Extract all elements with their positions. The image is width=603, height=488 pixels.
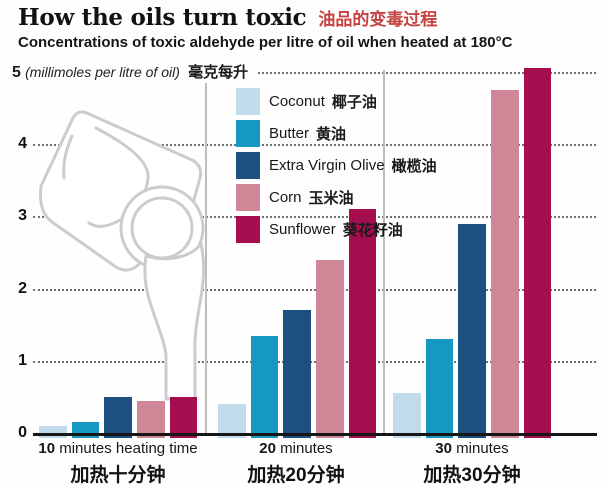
bar-chart: 5 (millimoles per litre of oil) 毫克每升 Coc…	[0, 60, 603, 488]
legend-label-cn: 橄榄油	[391, 158, 437, 175]
bar-butter-30min	[425, 339, 454, 438]
y-tick-1: 1	[18, 351, 27, 369]
y-axis-unit-cn: 毫克每升	[188, 64, 249, 81]
x-label-cn: 加热20分钟	[247, 465, 345, 486]
y-tick-2: 2	[18, 279, 27, 297]
x-label-group-1: 10 minutes heating time 加热十分钟	[38, 440, 197, 487]
y-tick-4: 4	[18, 135, 27, 153]
gridline-2	[33, 288, 596, 291]
bar-coconut-10min	[39, 425, 67, 438]
gridline-4	[33, 144, 596, 147]
legend-label-en: Butter	[269, 125, 310, 142]
legend-item-corn: Corn 玉米油	[236, 184, 437, 211]
legend-label-cn: 黄油	[316, 126, 347, 143]
legend-label-en: Sunflower	[269, 221, 336, 238]
x-label-en: 10 minutes heating time	[38, 440, 198, 457]
bar-corn-30min	[491, 90, 519, 438]
y-axis-unit-label: 5 (millimoles per litre of oil) 毫克每升	[12, 62, 257, 83]
bar-butter-20min	[250, 335, 279, 438]
y-tick-0: 0	[18, 424, 27, 441]
legend-label-en: Corn	[269, 189, 302, 206]
x-label-en: 20 minutes	[259, 440, 333, 457]
x-label-cn: 加热十分钟	[70, 465, 166, 486]
bar-coconut-20min	[218, 404, 246, 438]
bar-sunflower-20min	[348, 209, 377, 438]
x-label-group-3: 30 minutes 加热30分钟	[423, 440, 520, 487]
legend-swatch-butter	[236, 120, 260, 147]
y-axis-unit-en: (millimoles per litre of oil)	[25, 64, 180, 80]
y-tick-3: 3	[18, 207, 27, 225]
legend-label-en: Extra Virgin Olive	[269, 157, 385, 174]
bar-butter-10min	[71, 422, 100, 438]
legend-label-cn: 玉米油	[308, 190, 354, 207]
legend-label-en: Coconut	[269, 93, 325, 110]
bar-sunflower-30min	[523, 68, 552, 438]
page-title-cn: 油品的变毒过程	[318, 10, 438, 29]
bottle-cap-line	[62, 134, 74, 180]
bar-corn-20min	[316, 259, 344, 438]
bar-extra-virgin-olive-30min	[458, 223, 486, 438]
gridline-3	[33, 216, 596, 219]
gridline-5	[33, 72, 596, 74]
chart-subtitle: Concentrations of toxic aldehyde per lit…	[18, 34, 513, 51]
bar-corn-10min	[137, 400, 165, 438]
x-label-group-2: 20 minutes 加热20分钟	[247, 440, 344, 487]
legend-item-butter: Butter 黄油	[236, 120, 437, 147]
x-label-en: 30 minutes	[435, 440, 509, 457]
legend-item-coconut: Coconut 椰子油	[236, 88, 437, 115]
page-title: How the oils turn toxic	[18, 4, 307, 31]
legend-label-cn: 椰子油	[331, 94, 377, 111]
x-axis-line	[33, 433, 597, 436]
title-row: How the oils turn toxic 油品的变毒过程	[18, 4, 599, 31]
legend-label-cn: 葵花籽油	[342, 222, 403, 239]
legend: Coconut 椰子油 Butter 黄油 Extra Virgin Olive 橄榄油 C…	[236, 88, 437, 248]
bar-coconut-30min	[393, 393, 421, 438]
legend-swatch-sunflower	[236, 216, 260, 243]
oil-stream	[143, 242, 206, 401]
bar-extra-virgin-olive-10min	[104, 396, 132, 438]
bar-extra-virgin-olive-20min	[283, 310, 311, 438]
group-separator-2	[383, 70, 385, 433]
legend-item-extra-virgin-olive: Extra Virgin Olive 橄榄油	[236, 152, 437, 179]
gridline-1	[33, 360, 596, 363]
oil-bottle-illustration	[39, 110, 206, 401]
legend-swatch-coconut	[236, 88, 260, 115]
legend-swatch-corn	[236, 184, 260, 211]
group-separator-1	[205, 70, 207, 433]
x-label-cn: 加热30分钟	[423, 465, 521, 486]
legend-swatch-extra-virgin-olive	[236, 152, 260, 179]
bar-sunflower-10min	[169, 396, 198, 438]
y-tick-5: 5	[12, 64, 21, 81]
legend-item-sunflower: Sunflower 葵花籽油	[236, 216, 437, 243]
header: How the oils turn toxic 油品的变毒过程 Concentr…	[18, 4, 599, 51]
